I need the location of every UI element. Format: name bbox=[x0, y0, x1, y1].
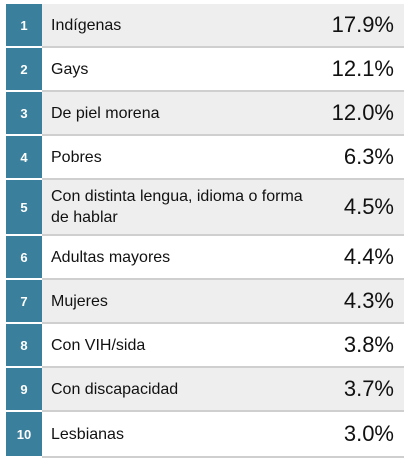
percent-value: 3.0% bbox=[343, 421, 394, 446]
row-content: Adultas mayores 4.4% bbox=[42, 236, 404, 280]
group-label: Mujeres bbox=[51, 292, 108, 310]
row-content: Con discapacidad 3.7% bbox=[42, 368, 404, 412]
table-row: 10 Lesbianas 3.0% bbox=[6, 412, 404, 458]
group-label: Adultas mayores bbox=[51, 248, 171, 266]
table-row: 4 Pobres 6.3% bbox=[6, 136, 404, 180]
group-label: Con VIH/sida bbox=[51, 336, 146, 354]
table-row: 3 De piel morena 12.0% bbox=[6, 92, 404, 136]
rank-number: 5 bbox=[6, 180, 42, 236]
group-label: De piel morena bbox=[51, 104, 160, 122]
group-label: Lesbianas bbox=[51, 425, 124, 443]
percent-value: 6.3% bbox=[343, 144, 394, 169]
rank-number: 10 bbox=[6, 412, 42, 458]
table-row: 8 Con VIH/sida 3.8% bbox=[6, 324, 404, 368]
rank-number: 9 bbox=[6, 368, 42, 412]
rank-number: 2 bbox=[6, 48, 42, 92]
table-row: 9 Con discapacidad 3.7% bbox=[6, 368, 404, 412]
ranking-table: 1 Indígenas 17.9% 2 Gays 12.1% 3 De piel morena… bbox=[6, 4, 404, 458]
row-content: Gays 12.1% bbox=[42, 48, 404, 92]
table-row: 7 Mujeres 4.3% bbox=[6, 280, 404, 324]
group-label: Con distinta lengua, idioma o forma de h… bbox=[51, 188, 303, 226]
percent-value: 4.3% bbox=[343, 288, 394, 313]
row-content: Pobres 6.3% bbox=[42, 136, 404, 180]
group-label: Pobres bbox=[51, 148, 102, 166]
table-row: 1 Indígenas 17.9% bbox=[6, 4, 404, 48]
rank-number: 1 bbox=[6, 4, 42, 48]
percent-value: 4.4% bbox=[343, 244, 394, 269]
group-label: Con discapacidad bbox=[51, 380, 179, 398]
rank-number: 8 bbox=[6, 324, 42, 368]
group-label: Indígenas bbox=[51, 16, 122, 34]
table-row: 2 Gays 12.1% bbox=[6, 48, 404, 92]
percent-value: 3.8% bbox=[343, 332, 394, 357]
percent-value: 4.5% bbox=[343, 194, 394, 219]
row-content: Con distinta lengua, idioma o forma de h… bbox=[42, 180, 404, 236]
row-content: Lesbianas 3.0% bbox=[42, 412, 404, 458]
rank-number: 6 bbox=[6, 236, 42, 280]
percent-value: 12.1% bbox=[331, 56, 394, 81]
table-row: 6 Adultas mayores 4.4% bbox=[6, 236, 404, 280]
row-content: De piel morena 12.0% bbox=[42, 92, 404, 136]
rank-number: 7 bbox=[6, 280, 42, 324]
percent-value: 3.7% bbox=[343, 376, 394, 401]
percent-value: 17.9% bbox=[331, 12, 394, 37]
rank-number: 3 bbox=[6, 92, 42, 136]
row-content: Mujeres 4.3% bbox=[42, 280, 404, 324]
group-label: Gays bbox=[51, 60, 89, 78]
table-row: 5 Con distinta lengua, idioma o forma de … bbox=[6, 180, 404, 236]
percent-value: 12.0% bbox=[331, 100, 394, 125]
row-content: Indígenas 17.9% bbox=[42, 4, 404, 48]
row-content: Con VIH/sida 3.8% bbox=[42, 324, 404, 368]
rank-number: 4 bbox=[6, 136, 42, 180]
